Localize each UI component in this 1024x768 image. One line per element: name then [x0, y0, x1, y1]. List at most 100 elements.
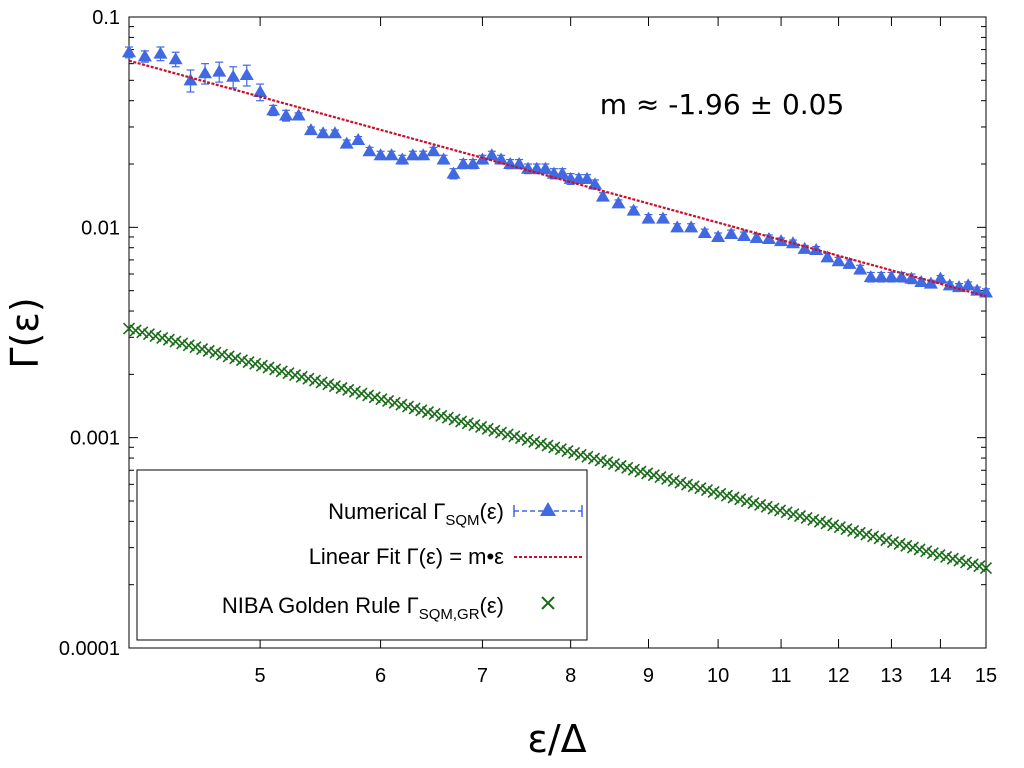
- numerical-marker: [923, 276, 938, 289]
- numerical-point: [446, 166, 461, 180]
- niba-point-stroke: [315, 376, 328, 389]
- niba-point-stroke: [348, 385, 361, 398]
- numerical-marker: [416, 148, 431, 161]
- fit-line: [128, 59, 987, 298]
- niba-point-stroke: [415, 404, 428, 417]
- niba-point-stroke: [508, 430, 521, 443]
- niba-point-stroke: [368, 391, 381, 404]
- niba-point-stroke: [853, 526, 866, 539]
- legend-label-fit: Linear Fit Γ(ε) = m•ε: [309, 544, 504, 569]
- niba-point-stroke: [335, 381, 348, 395]
- numerical-marker: [611, 196, 626, 209]
- niba-point: [514, 432, 528, 445]
- niba-point: [827, 519, 840, 532]
- niba-point-stroke: [289, 368, 302, 382]
- niba-point-stroke: [760, 500, 773, 513]
- numerical-point: [137, 49, 152, 63]
- niba-point: [202, 344, 215, 357]
- numerical-marker: [291, 108, 306, 121]
- niba-point-stroke: [607, 458, 621, 471]
- niba-point: [860, 528, 873, 541]
- niba-point-stroke: [627, 463, 640, 476]
- niba-point: [654, 471, 667, 484]
- numerical-marker: [555, 166, 570, 179]
- numerical-marker: [426, 144, 441, 157]
- niba-point-stroke: [355, 387, 368, 400]
- niba-point-stroke: [900, 539, 913, 552]
- niba-point-stroke: [282, 367, 295, 380]
- niba-point-stroke: [847, 524, 860, 537]
- niba-point-stroke: [534, 437, 547, 450]
- niba-point: [740, 495, 753, 508]
- niba-point: [886, 535, 900, 549]
- niba-point: [920, 545, 933, 558]
- numerical-marker: [961, 278, 976, 291]
- niba-point-stroke: [687, 480, 700, 493]
- niba-point: [322, 378, 335, 391]
- numerical-point: [641, 211, 656, 224]
- niba-point: [401, 400, 415, 413]
- niba-point-stroke: [548, 441, 561, 454]
- niba-point-stroke: [973, 560, 986, 573]
- niba-point: [568, 446, 581, 460]
- niba-point-stroke: [773, 504, 787, 517]
- niba-point: [634, 465, 647, 478]
- numerical-point: [226, 66, 241, 89]
- niba-point-stroke: [634, 465, 647, 478]
- niba-point-stroke: [275, 365, 288, 378]
- niba-point-stroke: [906, 541, 919, 554]
- numerical-marker: [904, 271, 919, 284]
- numerical-marker: [405, 148, 420, 161]
- niba-point: [614, 459, 627, 473]
- niba-point-stroke: [754, 498, 767, 511]
- niba-point: [328, 380, 342, 393]
- numerical-marker: [303, 123, 318, 136]
- numerical-point: [122, 45, 136, 59]
- niba-point: [621, 461, 634, 474]
- niba-point: [880, 534, 893, 547]
- niba-point: [687, 480, 700, 493]
- numerical-point: [198, 63, 213, 85]
- niba-point: [647, 469, 660, 482]
- numerical-marker: [395, 152, 410, 165]
- niba-point: [906, 541, 919, 554]
- niba-point: [734, 493, 747, 506]
- numerical-point: [737, 228, 752, 241]
- numerical-point: [842, 256, 857, 269]
- niba-point: [979, 561, 993, 575]
- niba-point: [847, 524, 860, 537]
- niba-point-stroke: [461, 417, 474, 430]
- niba-point-stroke: [727, 491, 740, 504]
- niba-point-stroke: [979, 561, 993, 575]
- niba-point: [289, 368, 302, 382]
- niba-point-stroke: [574, 448, 587, 461]
- niba-point-stroke: [780, 506, 793, 519]
- niba-point: [754, 498, 767, 511]
- numerical-marker: [684, 220, 699, 233]
- niba-point: [800, 511, 813, 524]
- x-tick-labels: 5 6 7 8 9 10 11 12 13 14 15: [255, 665, 998, 687]
- niba-point: [534, 437, 547, 450]
- niba-point: [196, 342, 209, 356]
- niba-point-stroke: [787, 508, 800, 521]
- numerical-marker: [137, 49, 152, 62]
- numerical-marker: [797, 241, 812, 254]
- legend: Numerical ΓSQM(ε) Linear Fit Γ(ε) = m•ε …: [136, 469, 588, 641]
- niba-point: [375, 393, 388, 406]
- niba-point: [873, 532, 886, 545]
- niba-point-stroke: [435, 409, 448, 422]
- numerical-point: [266, 103, 281, 117]
- numerical-marker: [339, 136, 354, 149]
- niba-point-stroke: [209, 346, 222, 359]
- niba-point-stroke: [162, 333, 175, 346]
- x-axis-title: ε/Δ: [527, 717, 586, 761]
- niba-point-stroke: [149, 329, 162, 343]
- niba-point: [494, 426, 508, 439]
- niba-point: [488, 424, 501, 437]
- numerical-marker: [316, 126, 331, 139]
- numerical-point: [303, 123, 318, 136]
- niba-point: [169, 335, 182, 348]
- annotation-slope: m ≈ -1.96 ± 0.05: [600, 88, 845, 121]
- niba-point-stroke: [401, 400, 415, 413]
- numerical-point: [436, 152, 451, 165]
